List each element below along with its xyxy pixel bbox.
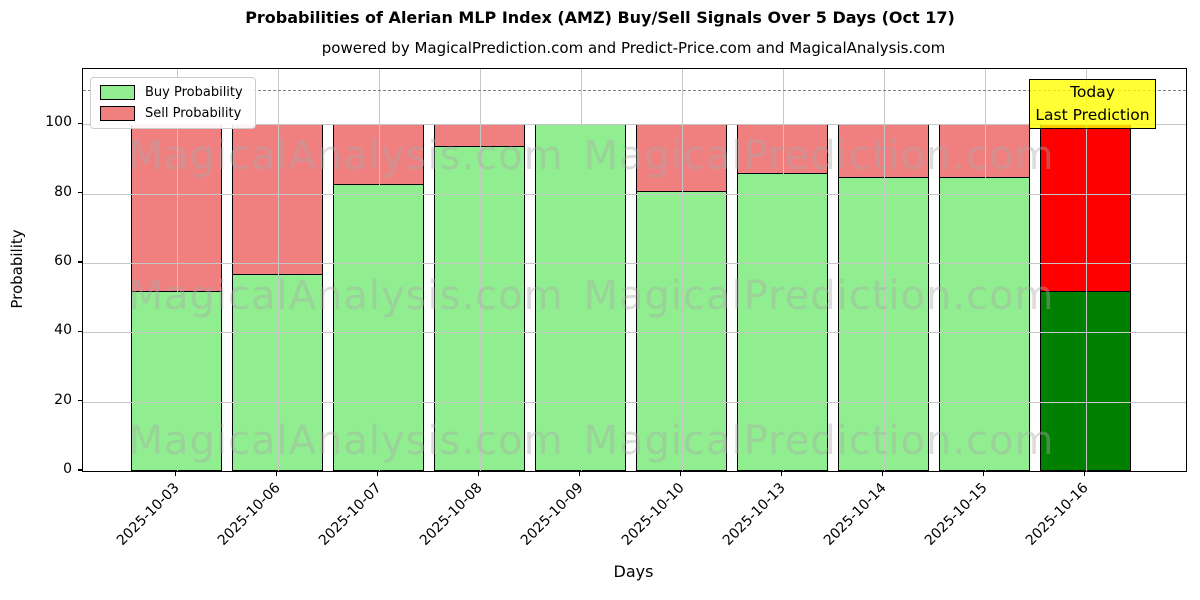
hgridline-80 [83,193,1186,195]
legend-label-buy: Buy Probability [145,85,243,100]
buy-swatch [100,85,135,100]
chart-title: Probabilities of Alerian MLP Index (AMZ)… [245,8,955,27]
x-tick-label-2025-10-06: 2025-10-06 [214,480,284,549]
hgridline-40 [83,332,1186,334]
y-tick-label-20: 20 [54,391,72,408]
x-tick-label-2025-10-07: 2025-10-07 [315,480,385,549]
vgridline-2025-10-10 [681,69,683,471]
sell-swatch [100,106,135,121]
vgridline-2025-10-13 [782,69,784,471]
x-tick-label-2025-10-13: 2025-10-13 [719,480,789,549]
vgridline-2025-10-08 [479,69,481,471]
y-axis-label: Probability [8,229,26,309]
gridlines-layer [83,69,1186,471]
threshold-dashed-line [83,89,1186,91]
x-tick-label-2025-10-15: 2025-10-15 [921,480,991,549]
legend-item-sell: Sell Probability [100,106,243,121]
watermark-prediction-row3: MagicalPrediction.com [583,418,1055,464]
watermarks-layer: MagicalAnalysis.com MagicalPrediction.com… [83,69,1186,471]
vgridline-2025-10-09 [580,69,582,471]
x-tick-label-2025-10-10: 2025-10-10 [618,480,688,549]
plot-area: MagicalAnalysis.com MagicalPrediction.com… [82,68,1187,472]
vgridline-2025-10-07 [378,69,380,471]
y-tick-label-100: 100 [45,114,72,131]
x-tick-label-2025-10-09: 2025-10-09 [517,480,587,549]
vgridline-2025-10-15 [984,69,986,471]
vgridline-2025-10-06 [277,69,279,471]
x-axis-label: Days [613,562,654,581]
y-tick-label-80: 80 [54,183,72,200]
x-tick-label-2025-10-08: 2025-10-08 [416,480,486,549]
vgridline-2025-10-03 [176,69,178,471]
watermark-analysis-row3: MagicalAnalysis.com [128,418,564,464]
watermark-prediction-row1: MagicalPrediction.com [583,133,1055,179]
x-tick-label-2025-10-16: 2025-10-16 [1022,480,1092,549]
vgridline-2025-10-14 [883,69,885,471]
legend-item-buy: Buy Probability [100,85,243,100]
x-tick-label-2025-10-03: 2025-10-03 [113,480,183,549]
today-annotation: Today Last Prediction [1029,79,1156,129]
hgridline-20 [83,401,1186,403]
today-annotation-line2: Last Prediction [1035,106,1150,124]
watermark-analysis-row1: MagicalAnalysis.com [128,133,564,179]
y-tick-label-0: 0 [63,461,72,477]
watermark-prediction-row2: MagicalPrediction.com [583,273,1055,319]
today-annotation-line1: Today [1070,83,1115,101]
vgridline-2025-10-16 [1085,69,1087,471]
x-tick-label-2025-10-14: 2025-10-14 [820,480,890,549]
bars-layer [83,69,1186,471]
chart-subtitle: powered by MagicalPrediction.com and Pre… [321,39,946,57]
watermark-analysis-row2: MagicalAnalysis.com [128,273,564,319]
legend-label-sell: Sell Probability [145,106,242,121]
legend: Buy Probability Sell Probability [90,77,256,129]
hgridline-100 [83,124,1186,126]
hgridline-60 [83,263,1186,265]
